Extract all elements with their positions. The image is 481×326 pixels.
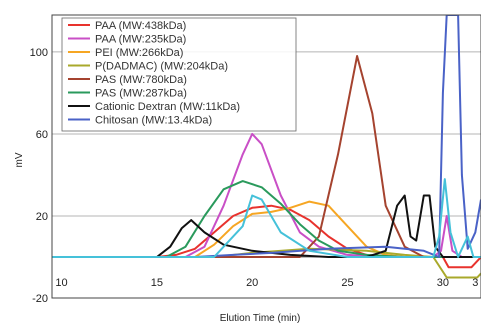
x-tick-label: 20 (246, 277, 258, 289)
x-tick-label: 3 (472, 277, 478, 289)
legend-entry: P(DADMAC) (MW:204kDa) (95, 61, 228, 73)
y-tick-label: 60 (36, 129, 48, 141)
x-tick-label: 10 (55, 277, 67, 289)
legend-entry: PAS (MW:287kDa) (95, 88, 187, 100)
series-line-4 (52, 55, 481, 258)
legend-entry: Chitosan (MW:13.4kDa) (95, 115, 212, 127)
legend-entry: Cationic Dextran (MW:11kDa) (95, 101, 240, 113)
series-line-8 (52, 178, 481, 258)
series-layer (52, 15, 481, 279)
series-group (52, 15, 481, 279)
series-line-1 (52, 132, 481, 258)
tick-labels: -20 20 60 100 10 15 20 25 30 3 (30, 47, 479, 305)
x-tick-label: 25 (341, 277, 353, 289)
y-tick-label: 100 (30, 47, 48, 59)
legend-entry: PAA (MW:235kDa) (95, 34, 186, 46)
legend-box (61, 17, 297, 132)
y-axis-label: mV (14, 152, 25, 167)
x-axis-label: Elution Time (min) (220, 313, 301, 324)
series-line-2 (52, 200, 481, 258)
legend: PAA (MW:438kDa) PAA (MW:235kDa)PEI (MW:26… (61, 17, 297, 132)
x-tick-label: 15 (151, 277, 163, 289)
legend-entry: PEI (MW:266kDa) (95, 47, 183, 59)
y-tick-label: 20 (36, 211, 48, 223)
legend-entry: PAA (MW:438kDa) (95, 20, 186, 32)
legend-entry: PAS (MW:780kDa) (95, 74, 187, 86)
legend-items: PAA (MW:438kDa) PAA (MW:235kDa)PEI (MW:26… (68, 20, 240, 127)
series-line-0 (52, 204, 481, 269)
plot-frame (51, 14, 481, 299)
series-line-5 (52, 180, 481, 258)
series-line-6 (52, 194, 481, 258)
series-line-7 (52, 15, 481, 258)
y-tick-label: -20 (32, 293, 48, 305)
x-tick-label: 30 (437, 277, 449, 289)
